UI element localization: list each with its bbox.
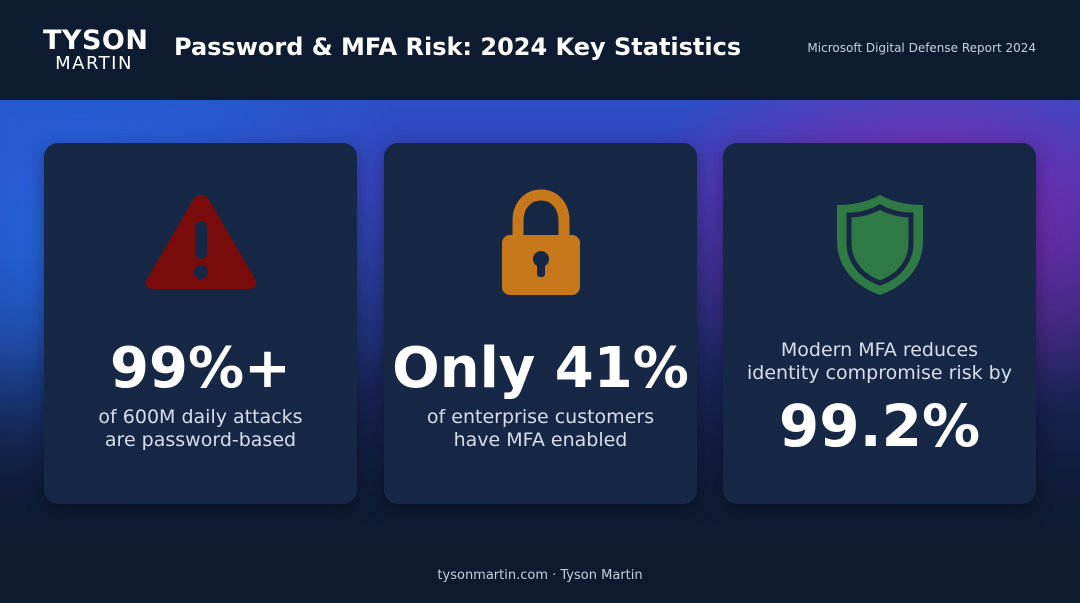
stat-card-password-attacks: 99%+ of 600M daily attacks are password-… — [44, 143, 357, 504]
stat-value: 99%+ — [110, 336, 291, 401]
footer-text: tysonmartin.com · Tyson Martin — [437, 568, 643, 583]
brand-logo-line1: TYSON — [43, 25, 149, 56]
source-label: Microsoft Digital Defense Report 2024 — [807, 41, 1036, 55]
stat-caption: of 600M daily attacks are password-based — [44, 406, 357, 452]
page-title: Password & MFA Risk: 2024 Key Statistics — [174, 33, 742, 61]
brand-logo: TYSON MARTIN — [43, 25, 149, 74]
warning-triangle-icon — [145, 195, 256, 289]
padlock-icon — [501, 189, 580, 295]
stat-lead-text: Modern MFA reduces identity compromise r… — [723, 339, 1036, 385]
brand-logo-line2: MARTIN — [55, 53, 133, 74]
stat-caption-line2: have MFA enabled — [453, 429, 628, 451]
stat-caption-line1: of enterprise customers — [426, 406, 655, 428]
stat-value: Only 41% — [392, 336, 689, 401]
stat-card-mfa-risk-reduction: Modern MFA reduces identity compromise r… — [723, 143, 1036, 504]
footer-bar: tysonmartin.com · Tyson Martin — [0, 546, 1080, 603]
stat-lead-line2: identity compromise risk by — [747, 362, 1012, 384]
shield-icon — [836, 195, 923, 295]
stat-caption: of enterprise customers have MFA enabled — [384, 406, 697, 452]
stat-lead-line1: Modern MFA reduces — [780, 339, 979, 361]
stat-card-mfa-adoption: Only 41% of enterprise customers have MF… — [384, 143, 697, 504]
header-bar: TYSON MARTIN Password & MFA Risk: 2024 K… — [0, 0, 1080, 100]
stat-caption-line1: of 600M daily attacks — [98, 406, 303, 428]
stat-value: 99.2% — [778, 392, 981, 460]
stat-caption-line2: are password-based — [104, 429, 297, 451]
